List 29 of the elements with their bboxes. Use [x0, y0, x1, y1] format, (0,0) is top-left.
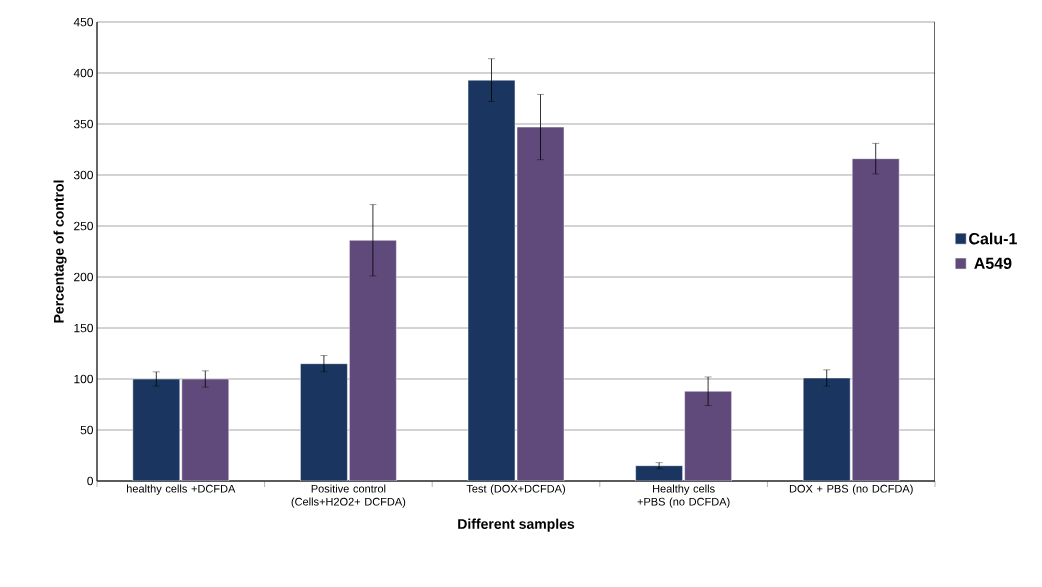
bar	[132, 378, 181, 481]
x-tick-label: Healthy cells +PBS (no DCFDA)	[637, 484, 730, 508]
bar	[181, 378, 230, 481]
y-tick-label: 100	[74, 374, 94, 384]
bar	[851, 158, 900, 481]
bar	[349, 240, 397, 481]
bar	[516, 126, 565, 481]
y-tick-label: 400	[73, 68, 94, 78]
y-tick-label: 350	[73, 119, 94, 129]
y-tick-label: 450	[73, 17, 94, 27]
bar	[684, 390, 732, 481]
legend-label: Calu-1	[969, 232, 1017, 245]
bar	[300, 363, 348, 481]
x-axis-title: Different samples	[458, 518, 575, 532]
x-tick-label: Test (DOX+DCFDA)	[466, 484, 565, 495]
bar	[635, 465, 683, 481]
x-tick-label: DOX + PBS (no DCFDA)	[789, 484, 913, 495]
legend-label: A549	[974, 257, 1012, 270]
y-tick-label: 50	[80, 425, 94, 435]
y-tick-label: 300	[73, 170, 94, 180]
y-tick-label: 200	[74, 272, 94, 282]
y-tick-label: 0	[87, 476, 94, 486]
x-tick-label: Positive control (Cells+H2O2+ DCFDA)	[291, 484, 406, 508]
bar	[467, 79, 516, 481]
y-tick-label: 250	[74, 221, 94, 231]
bar	[802, 377, 851, 481]
x-tick-label: healthy cells +DCFDA	[127, 484, 236, 495]
y-tick-label: 150	[74, 323, 94, 333]
y-axis-title: Percentage of control	[53, 180, 67, 323]
